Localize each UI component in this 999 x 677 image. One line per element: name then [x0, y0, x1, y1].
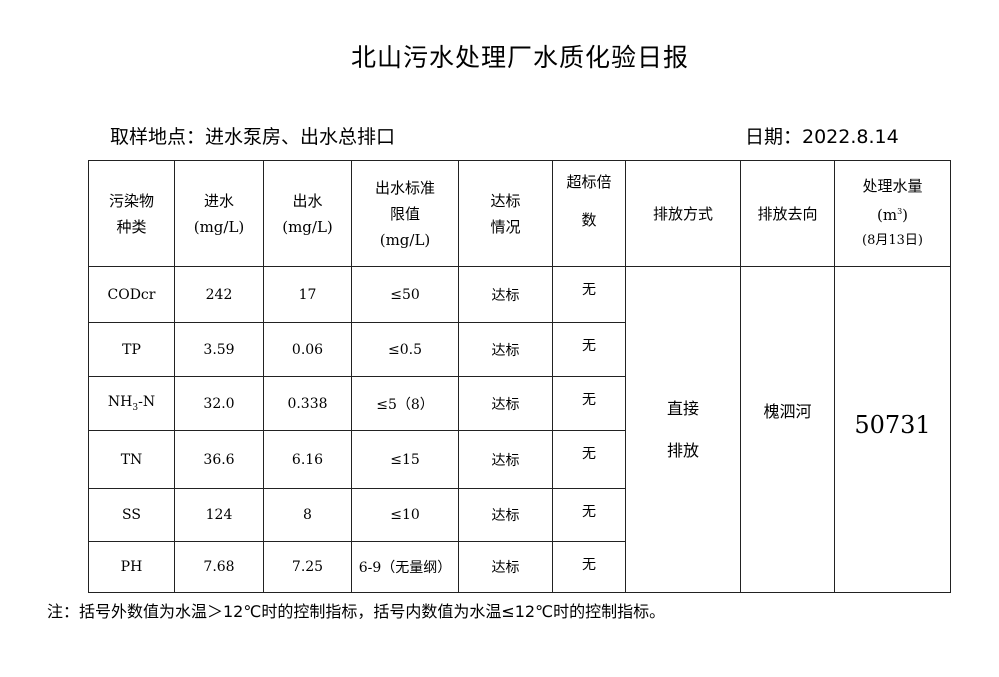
treated-volume: 50731: [834, 266, 951, 593]
limit-cell: ≤50: [351, 266, 459, 323]
inflow-cell: 124: [174, 488, 264, 542]
pollutant-cell: PH: [88, 541, 175, 593]
header-row: 污染物 种类 进水 (mg/L) 出水 (mg/L) 出水标准 限值 (mg/L) 达标情…: [88, 160, 951, 267]
discharge-destination: 槐泗河: [740, 266, 835, 593]
pollutant-cell: CODcr: [88, 266, 175, 323]
status-cell: 达标: [458, 541, 553, 593]
table-row: TN 36.6 6.16 ≤15 达标无: [88, 430, 951, 489]
header-method: 排放方式: [625, 160, 741, 267]
discharge-method: 直接 排放: [625, 266, 741, 593]
header-inflow: 进水 (mg/L): [174, 160, 264, 267]
outflow-cell: 6.16: [263, 430, 352, 489]
status-cell: 达标: [458, 376, 553, 431]
table-row: NH3-N 32.0 0.338 ≤5（8） 达标无: [88, 376, 951, 431]
outflow-cell: 17: [263, 266, 352, 323]
limit-cell: ≤10: [351, 488, 459, 542]
limit-cell: ≤0.5: [351, 322, 459, 377]
table-row: CODcr 242 17 ≤50 达标无直接 排放 槐泗河 50731: [88, 266, 951, 593]
header-outflow: 出水 (mg/L): [263, 160, 352, 267]
outflow-cell: 7.25: [263, 541, 352, 593]
inflow-cell: 7.68: [174, 541, 264, 593]
limit-cell: ≤5（8）: [351, 376, 459, 431]
exceed-cell: 无: [552, 488, 626, 542]
limit-cell: ≤15: [351, 430, 459, 489]
header-volume: 处理水量 (m3) (8月13日): [834, 160, 951, 267]
outflow-cell: 0.06: [263, 322, 352, 377]
outflow-cell: 8: [263, 488, 352, 542]
header-status: 达标 情况: [458, 160, 553, 267]
status-cell: 达标: [458, 322, 553, 377]
inflow-cell: 32.0: [174, 376, 264, 431]
exceed-cell: 无: [552, 430, 626, 489]
table-row: TP 3.59 0.06 ≤0.5 达标无: [88, 322, 951, 377]
header-exceed: 超标倍数: [552, 160, 626, 267]
sampling-location: 取样地点：进水泵房、出水总排口: [110, 126, 396, 148]
status-cell: 达标: [458, 488, 553, 542]
table-row: PH 7.68 7.25 6-9（无量纲） 达标无: [88, 541, 951, 593]
water-quality-table: 污染物 种类 进水 (mg/L) 出水 (mg/L) 出水标准 限值 (mg/L) 达标情…: [88, 160, 951, 593]
header-pollutant: 污染物 种类: [88, 160, 175, 267]
outflow-cell: 0.338: [263, 376, 352, 431]
exceed-cell: 无: [552, 541, 626, 593]
exceed-cell: 无: [552, 376, 626, 431]
inflow-cell: 3.59: [174, 322, 264, 377]
report-title: 北山污水处理厂水质化验日报: [350, 43, 689, 72]
status-cell: 达标: [458, 430, 553, 489]
limit-cell: 6-9（无量纲）: [351, 541, 459, 593]
exceed-cell: 无: [552, 266, 626, 323]
pollutant-cell: SS: [88, 488, 175, 542]
pollutant-cell: NH3-N: [88, 376, 175, 431]
report-date: 日期：2022.8.14: [745, 126, 899, 148]
header-limit: 出水标准 限值 (mg/L): [351, 160, 459, 267]
status-cell: 达标: [458, 266, 553, 323]
exceed-cell: 无: [552, 322, 626, 377]
inflow-cell: 36.6: [174, 430, 264, 489]
footnote: 注：括号外数值为水温＞12℃时的控制指标，括号内数值为水温≤12℃时的控制指标。: [47, 602, 666, 621]
pollutant-cell: TP: [88, 322, 175, 377]
header-destination: 排放去向: [740, 160, 835, 267]
table-row: SS 124 8 ≤10 达标无: [88, 488, 951, 542]
pollutant-cell: TN: [88, 430, 175, 489]
inflow-cell: 242: [174, 266, 264, 323]
